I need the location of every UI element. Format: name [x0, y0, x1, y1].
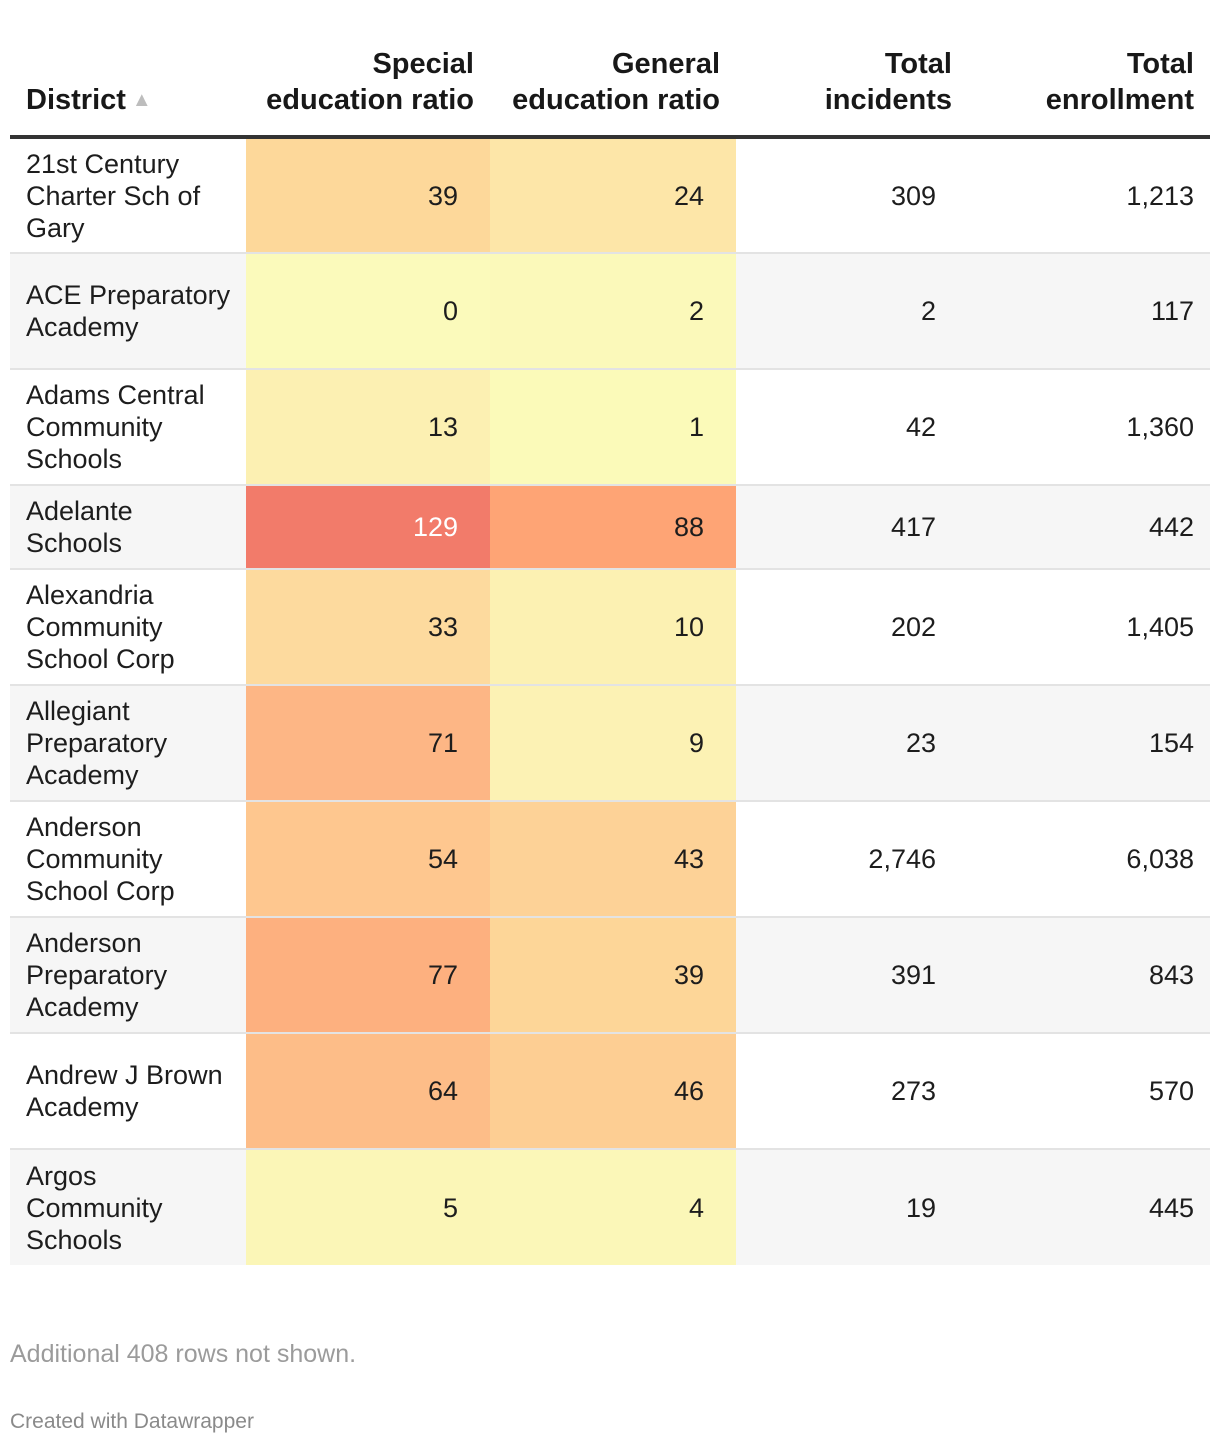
special-education-ratio-cell: 129 — [246, 485, 490, 570]
table-row: Adelante Schools 129 88 417 442 — [10, 485, 1210, 570]
total-enrollment-cell: 154 — [968, 685, 1210, 802]
header-special-education-ratio[interactable]: Special education ratio — [246, 40, 490, 139]
general-education-ratio-cell: 1 — [490, 369, 736, 486]
total-incidents-cell: 391 — [736, 917, 968, 1034]
header-district[interactable]: District ▲ — [10, 40, 246, 139]
total-enrollment-cell: 445 — [968, 1149, 1210, 1265]
general-education-ratio-cell: 2 — [490, 253, 736, 370]
total-enrollment-cell: 1,360 — [968, 369, 1210, 486]
special-education-ratio-cell: 13 — [246, 369, 490, 486]
total-incidents-cell: 273 — [736, 1033, 968, 1150]
table-row: Andrew J Brown Academy 64 46 273 570 — [10, 1033, 1210, 1150]
total-incidents-cell: 2 — [736, 253, 968, 370]
general-education-ratio-cell: 43 — [490, 801, 736, 918]
datawrapper-credit: Created with Datawrapper — [10, 1410, 254, 1433]
total-enrollment-cell: 1,213 — [968, 137, 1210, 254]
total-incidents-cell: 309 — [736, 137, 968, 254]
table-row: Adams Central Community Schools 13 1 42 1,36… — [10, 369, 1210, 486]
special-education-ratio-cell: 0 — [246, 253, 490, 370]
general-education-ratio-cell: 46 — [490, 1033, 736, 1150]
total-incidents-cell: 2,746 — [736, 801, 968, 918]
district-cell: 21st Century Charter Sch of Gary — [10, 137, 246, 254]
total-enrollment-cell: 117 — [968, 253, 1210, 370]
district-cell: Adams Central Community Schools — [10, 369, 246, 486]
table-row: 21st Century Charter Sch of Gary 39 24 309 1… — [10, 137, 1210, 254]
general-education-ratio-cell: 9 — [490, 685, 736, 802]
district-cell: Adelante Schools — [10, 485, 246, 570]
district-cell: ACE Preparatory Academy — [10, 253, 246, 370]
district-cell: Argos Community Schools — [10, 1149, 246, 1265]
total-incidents-cell: 23 — [736, 685, 968, 802]
table-row: Anderson Preparatory Academy 77 39 391 843 — [10, 917, 1210, 1034]
district-cell: Andrew J Brown Academy — [10, 1033, 246, 1150]
district-cell: Allegiant Preparatory Academy — [10, 685, 246, 802]
header-row: District ▲ Special education ratio Genera… — [10, 40, 1210, 139]
table-row: Argos Community Schools 5 4 19 445 — [10, 1149, 1210, 1265]
total-incidents-cell: 417 — [736, 485, 968, 570]
special-education-ratio-cell: 54 — [246, 801, 490, 918]
rows-not-shown-note: Additional 408 rows not shown. — [10, 1340, 357, 1368]
total-enrollment-cell: 843 — [968, 917, 1210, 1034]
total-enrollment-cell: 1,405 — [968, 569, 1210, 686]
district-cell: Anderson Preparatory Academy — [10, 917, 246, 1034]
special-education-ratio-cell: 71 — [246, 685, 490, 802]
general-education-ratio-cell: 39 — [490, 917, 736, 1034]
table-row: ACE Preparatory Academy 0 2 2 117 — [10, 253, 1210, 370]
total-enrollment-cell: 6,038 — [968, 801, 1210, 918]
general-education-ratio-cell: 24 — [490, 137, 736, 254]
total-incidents-cell: 202 — [736, 569, 968, 686]
header-district-label: District — [26, 84, 126, 116]
district-table: District ▲ Special education ratio Genera… — [10, 40, 1210, 1265]
table-row: Anderson Community School Corp 54 43 2,746 6… — [10, 801, 1210, 918]
general-education-ratio-cell: 4 — [490, 1149, 736, 1265]
header-general-education-ratio[interactable]: General education ratio — [490, 40, 736, 139]
district-cell: Alexandria Community School Corp — [10, 569, 246, 686]
table-row: Alexandria Community School Corp 33 10 202 1… — [10, 569, 1210, 686]
special-education-ratio-cell: 33 — [246, 569, 490, 686]
general-education-ratio-cell: 10 — [490, 569, 736, 686]
total-enrollment-cell: 442 — [968, 485, 1210, 570]
data-table-container: District ▲ Special education ratio Genera… — [10, 40, 1210, 1265]
special-education-ratio-cell: 39 — [246, 137, 490, 254]
sort-ascending-icon[interactable]: ▲ — [131, 89, 152, 111]
total-enrollment-cell: 570 — [968, 1033, 1210, 1150]
total-incidents-cell: 42 — [736, 369, 968, 486]
special-education-ratio-cell: 77 — [246, 917, 490, 1034]
table-body: 21st Century Charter Sch of Gary 39 24 309 1… — [10, 137, 1210, 1265]
total-incidents-cell: 19 — [736, 1149, 968, 1265]
table-row: Allegiant Preparatory Academy 71 9 23 154 — [10, 685, 1210, 802]
header-total-incidents[interactable]: Total incidents — [736, 40, 968, 139]
special-education-ratio-cell: 5 — [246, 1149, 490, 1265]
district-cell: Anderson Community School Corp — [10, 801, 246, 918]
header-total-enrollment[interactable]: Total enrollment — [968, 40, 1210, 139]
general-education-ratio-cell: 88 — [490, 485, 736, 570]
table-header: District ▲ Special education ratio Genera… — [10, 40, 1210, 139]
special-education-ratio-cell: 64 — [246, 1033, 490, 1150]
